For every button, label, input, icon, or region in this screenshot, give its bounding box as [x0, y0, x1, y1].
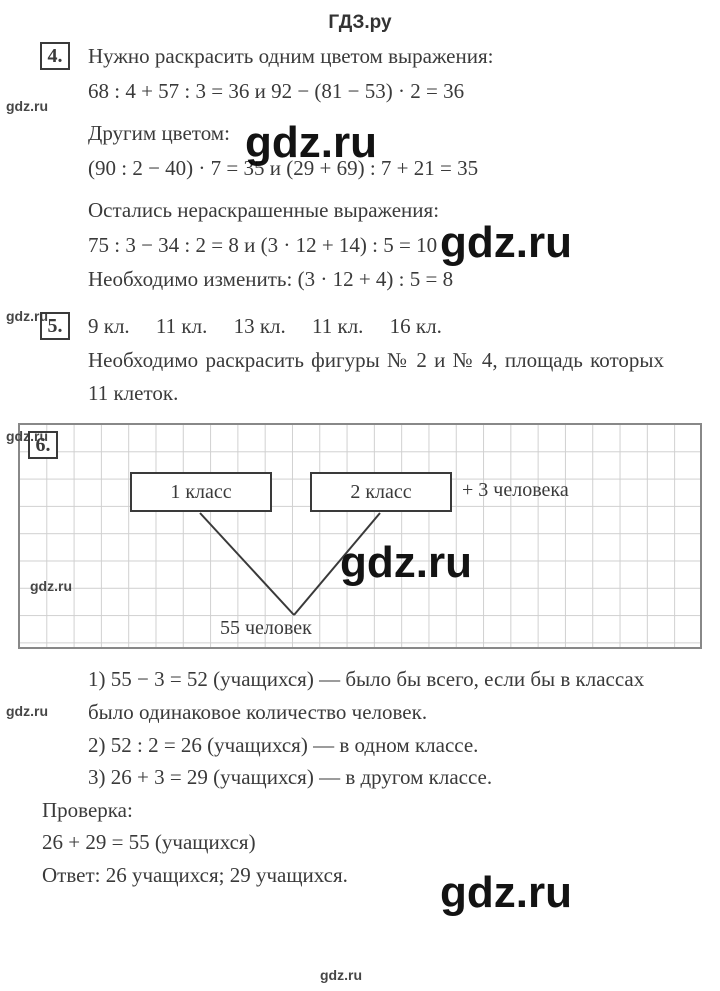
p6-sol2: 2) 52 : 2 = 26 (учащихся) — в одном клас… [88, 729, 678, 762]
p4-line4: (90 : 2 − 40) · 7 = 35 и (29 + 69) : 7 +… [88, 152, 664, 185]
problem-4: 4. Нужно раскрасить одним цветом выражен… [40, 40, 680, 298]
diagram-lines [20, 425, 700, 647]
problem-5: 5. 9 кл. 11 кл. 13 кл. 11 кл. 16 кл. Нео… [40, 310, 680, 412]
p6-check-label: Проверка: [42, 794, 678, 827]
problem-4-body: Нужно раскрасить одним цветом выражения:… [74, 40, 664, 298]
problem-5-body: 9 кл. 11 кл. 13 кл. 11 кл. 16 кл. Необхо… [74, 310, 664, 412]
p4-line5: Остались нераскрашенные выражения: [88, 194, 664, 227]
p6-sol3: 3) 26 + 3 = 29 (учащихся) — в другом кла… [88, 761, 678, 794]
p4-line1: Нужно раскрасить одним цветом выражения: [88, 40, 664, 73]
p5-line2: Необходимо раскрасить фигуры № 2 и № 4, … [88, 344, 664, 409]
p4-line7: Необходимо изменить: (3 · 12 + 4) : 5 = … [88, 263, 664, 296]
problem-number-4: 4. [40, 42, 70, 70]
p4-line3: Другим цветом: [88, 117, 664, 150]
total-label: 55 человек [220, 617, 312, 640]
p4-line6: 75 : 3 − 34 : 2 = 8 и (3 · 12 + 14) : 5 … [88, 229, 664, 262]
problem-6-solution: 1) 55 − 3 = 52 (учащихся) — было бы всег… [0, 663, 720, 891]
p6-check-eq: 26 + 29 = 55 (учащихся) [42, 826, 678, 859]
p6-sol1: 1) 55 − 3 = 52 (учащихся) — было бы всег… [88, 663, 678, 728]
problem-6-diagram: 6. 1 класс 2 класс + 3 человека 55 челов… [18, 423, 702, 649]
page-header: ГДЗ.ру [0, 0, 720, 40]
p4-line2: 68 : 4 + 57 : 3 = 36 и 92 − (81 − 53) · … [88, 75, 664, 108]
problem-number-5: 5. [40, 312, 70, 340]
p5-line1: 9 кл. 11 кл. 13 кл. 11 кл. 16 кл. [88, 310, 664, 343]
content-area: 4. Нужно раскрасить одним цветом выражен… [0, 40, 720, 411]
p6-answer: Ответ: 26 учащихся; 29 учащихся. [42, 859, 678, 892]
watermark-footer: gdz.ru [320, 967, 362, 983]
